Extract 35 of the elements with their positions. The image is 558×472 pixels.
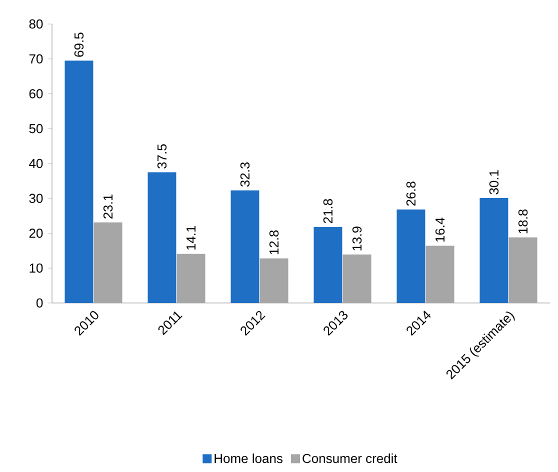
data-label: 30.1 (489, 170, 499, 194)
bar (426, 246, 454, 303)
data-label: 14.1 (186, 226, 196, 250)
bar (508, 237, 538, 303)
bar (260, 258, 288, 303)
y-tick-label: 50 (29, 124, 43, 134)
data-label: 18.8 (518, 209, 528, 234)
data-label: 13.9 (352, 226, 362, 250)
data-label: 16.4 (435, 218, 445, 242)
y-tick-label: 0 (36, 298, 43, 308)
bar (64, 60, 94, 303)
legend-label: Consumer credit (302, 454, 398, 464)
data-label: 12.8 (269, 230, 279, 254)
bar (314, 226, 342, 303)
data-label: 26.8 (406, 182, 416, 206)
bar (230, 190, 260, 303)
bar (396, 210, 426, 303)
bar (342, 254, 372, 303)
data-label: 23.1 (103, 194, 113, 219)
data-label: 69.5 (74, 32, 84, 57)
y-tick-label: 60 (29, 89, 43, 98)
bar (148, 172, 176, 303)
y-tick-label: 30 (29, 194, 43, 203)
y-tick-label: 10 (30, 264, 43, 273)
bar (480, 198, 508, 303)
bar (176, 254, 206, 303)
data-label: 21.8 (323, 199, 333, 224)
data-label: 32.3 (240, 162, 250, 187)
legend-label: Home loans (214, 454, 283, 464)
data-label: 37.5 (157, 144, 167, 169)
y-tick-label: 40 (29, 158, 43, 168)
y-tick-label: 20 (29, 228, 43, 238)
y-tick-label: 70 (29, 54, 43, 64)
y-tick-label: 80 (29, 19, 43, 29)
bar (94, 222, 122, 303)
